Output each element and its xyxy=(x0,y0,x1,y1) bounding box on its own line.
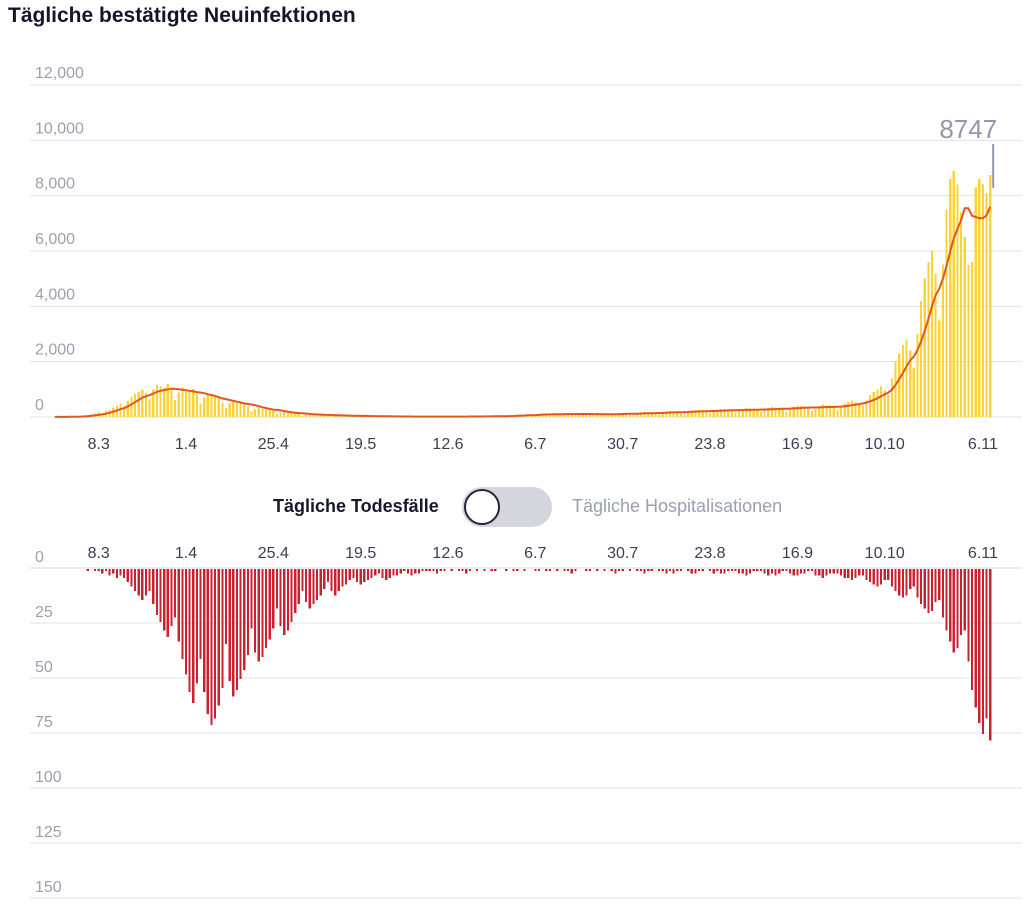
seven-day-average-line xyxy=(55,206,992,418)
y-tick-label: 8,000 xyxy=(35,176,75,193)
latest-value-label: 8747 xyxy=(939,114,997,144)
x-tick-label: 30.7 xyxy=(607,436,638,453)
y-tick-label: 4,000 xyxy=(35,286,75,303)
y-tick-label: 150 xyxy=(35,879,62,896)
deaths-chart: 0 25 50 75 100 125 150 8.3 1.4 25.4 19.5 12.6 6.7 30.… xyxy=(30,545,1022,899)
x-tick-label: 1.4 xyxy=(175,545,197,562)
infection-bars xyxy=(53,170,992,418)
y-tick-label: 2,000 xyxy=(35,342,75,359)
y-tick-label: 50 xyxy=(35,659,53,676)
y-tick-label: 0 xyxy=(35,549,44,566)
x-tick-label: 8.3 xyxy=(88,545,110,562)
y-tick-label: 10,000 xyxy=(35,120,84,137)
x-tick-label: 6.7 xyxy=(524,436,546,453)
infections-chart: 0 2,000 4,000 6,000 8,000 10,000 12,000 8.3 1.4 2… xyxy=(30,65,1022,453)
x-tick-label: 1.4 xyxy=(175,436,197,453)
x-tick-label: 19.5 xyxy=(345,545,376,562)
toggle-option-hospitalisationen[interactable]: Tägliche Hospitalisationen xyxy=(572,496,783,516)
x-tick-label: 12.6 xyxy=(432,545,463,562)
latest-value-annotation: 8747 xyxy=(939,114,997,188)
x-tick-label: 19.5 xyxy=(345,436,376,453)
x-tick-label: 25.4 xyxy=(258,545,289,562)
x-tick-label: 6.11 xyxy=(968,545,998,562)
y-axis-grid: 0 2,000 4,000 6,000 8,000 10,000 12,000 xyxy=(30,65,1022,418)
toggle-option-todesfaelle[interactable]: Tägliche Todesfälle xyxy=(273,496,439,516)
page-title: Tägliche bestätigte Neuinfektionen xyxy=(8,4,356,27)
y-tick-label: 12,000 xyxy=(35,65,84,82)
x-tick-label: 10.10 xyxy=(865,436,905,453)
x-tick-label: 8.3 xyxy=(88,436,110,453)
x-tick-label: 23.8 xyxy=(694,545,725,562)
y-tick-label: 100 xyxy=(35,769,62,786)
y-tick-label: 75 xyxy=(35,714,53,731)
x-axis-labels: 8.3 1.4 25.4 19.5 12.6 6.7 30.7 23.8 16.9 10.10 6.… xyxy=(88,545,998,562)
x-tick-label: 6.7 xyxy=(524,545,546,562)
toggle-knob-icon[interactable] xyxy=(464,489,500,525)
y-tick-label: 6,000 xyxy=(35,231,75,248)
y-axis-grid: 0 25 50 75 100 125 150 xyxy=(30,549,1022,899)
x-tick-label: 16.9 xyxy=(782,436,813,453)
death-bars xyxy=(86,569,992,741)
x-tick-label: 25.4 xyxy=(258,436,289,453)
metric-toggle-switch[interactable] xyxy=(462,487,552,527)
x-tick-label: 10.10 xyxy=(865,545,905,562)
y-tick-label: 0 xyxy=(35,397,44,414)
x-tick-label: 16.9 xyxy=(782,545,813,562)
y-tick-label: 125 xyxy=(35,824,62,841)
x-axis-labels: 8.3 1.4 25.4 19.5 12.6 6.7 30.7 23.8 16.9 10.10 6.… xyxy=(88,436,998,453)
x-tick-label: 30.7 xyxy=(607,545,638,562)
y-tick-label: 25 xyxy=(35,604,53,621)
x-tick-label: 23.8 xyxy=(694,436,725,453)
x-tick-label: 12.6 xyxy=(432,436,463,453)
x-tick-label: 6.11 xyxy=(968,436,998,453)
